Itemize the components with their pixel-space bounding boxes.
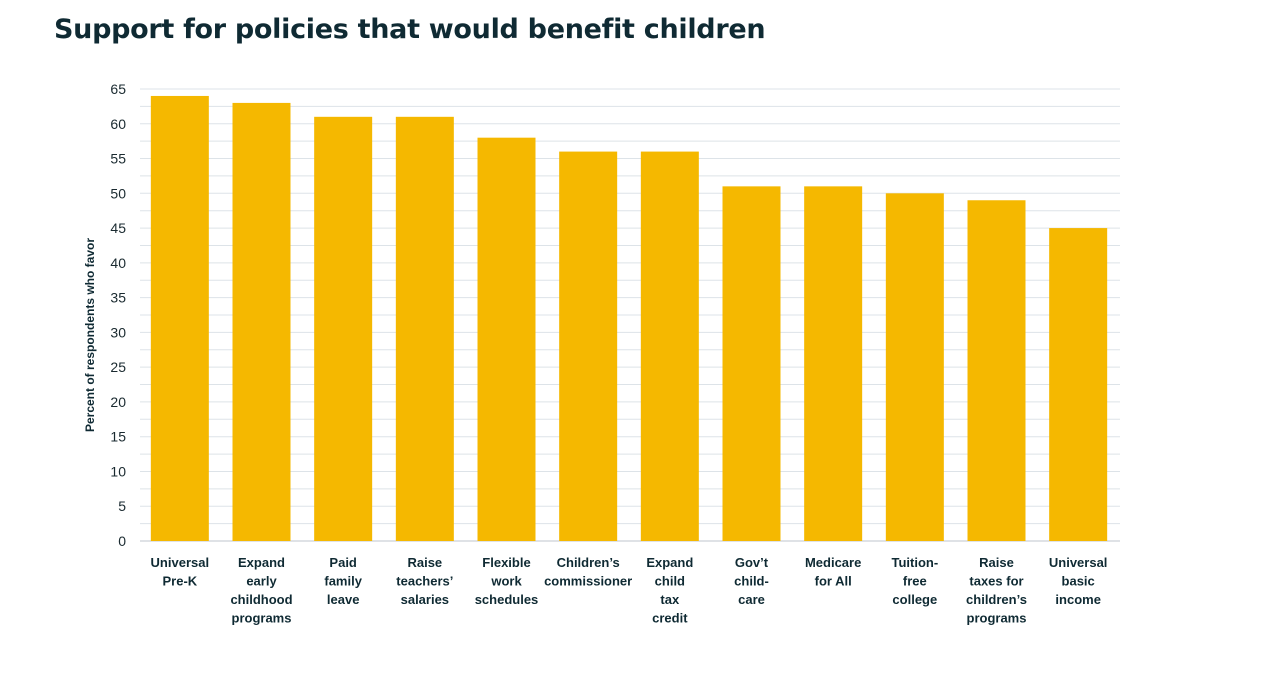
- x-tick-label-line: Universal: [151, 555, 210, 570]
- x-tick-label: Tuition-free college: [891, 555, 938, 607]
- x-tick-label-line: Pre-K: [162, 574, 197, 589]
- bar: [722, 186, 781, 541]
- bar: [640, 151, 699, 542]
- x-tick-label-line: credit: [652, 611, 688, 626]
- x-tick-label: Expand child tax credit: [646, 555, 693, 626]
- x-tick-label-line: schedules: [475, 592, 539, 607]
- y-tick-label: 55: [110, 151, 126, 167]
- y-tick-label: 35: [110, 290, 126, 306]
- x-tick-label-line: free: [903, 574, 927, 589]
- x-tick-label: Medicare for All: [805, 555, 861, 589]
- y-tick-label: 20: [110, 394, 126, 410]
- x-tick-label-line: child: [655, 574, 685, 589]
- x-tick-label-line: children’s: [966, 592, 1027, 607]
- x-tick-label-line: Gov’t: [735, 555, 769, 570]
- bar: [395, 116, 454, 542]
- x-tick-label-line: family: [324, 574, 362, 589]
- x-tick-label-line: child-: [734, 574, 769, 589]
- x-tick-label-line: early: [246, 574, 277, 589]
- x-tick-label-line: taxes for: [969, 574, 1023, 589]
- y-axis-ticks: 0 5 10 15 20 25 30 35 40 45 50 55 60 65: [110, 81, 126, 549]
- y-tick-label: 45: [110, 220, 126, 236]
- x-tick-label-line: Tuition-: [891, 555, 938, 570]
- x-tick-label-line: commissioner: [544, 574, 632, 589]
- x-tick-label-line: Universal: [1049, 555, 1108, 570]
- x-tick-label-line: Children’s: [557, 555, 620, 570]
- y-tick-label: 5: [118, 498, 126, 514]
- x-tick-label: Gov’t child-care: [734, 555, 769, 607]
- y-tick-label: 0: [118, 533, 126, 549]
- x-tick-label: Raise teachers’ salaries: [396, 555, 453, 607]
- y-tick-label: 50: [110, 185, 126, 201]
- x-tick-label-line: Expand: [646, 555, 693, 570]
- x-tick-label-line: programs: [967, 611, 1027, 626]
- x-tick-label: Expand early childhood programs: [230, 555, 292, 626]
- y-tick-label: 25: [110, 359, 126, 375]
- x-tick-label-line: Raise: [979, 555, 1014, 570]
- x-tick-label-line: Expand: [238, 555, 285, 570]
- chart-title: Support for policies that would benefit …: [54, 14, 766, 45]
- bar: [150, 95, 209, 541]
- x-tick-label: Universal Pre-K: [151, 555, 210, 589]
- x-tick-label-line: income: [1055, 592, 1101, 607]
- x-tick-label-line: Flexible: [482, 555, 530, 570]
- x-tick-label-line: college: [892, 592, 937, 607]
- y-tick-label: 40: [110, 255, 126, 271]
- x-tick-label-line: tax: [660, 592, 680, 607]
- bar: [559, 151, 618, 542]
- x-tick-label: Flexible work schedules: [475, 555, 539, 607]
- x-tick-label-line: teachers’: [396, 574, 453, 589]
- bar: [232, 102, 291, 542]
- x-tick-label: Paid family leave: [324, 555, 362, 607]
- y-tick-label: 30: [110, 324, 126, 340]
- gridlines: [140, 88, 1120, 542]
- bar: [885, 193, 944, 542]
- y-tick-label: 65: [110, 81, 126, 97]
- bar: [967, 200, 1026, 541]
- x-tick-label-line: programs: [232, 611, 292, 626]
- x-tick-label: Universal basic income: [1049, 555, 1108, 607]
- x-tick-label-line: Medicare: [805, 555, 861, 570]
- x-tick-label-line: for All: [815, 574, 852, 589]
- x-tick-label: Raise taxes for children’s programs: [966, 555, 1027, 626]
- x-tick-label-line: basic: [1062, 574, 1095, 589]
- x-tick-label-line: work: [490, 574, 522, 589]
- x-axis-labels: Universal Pre-K Expand early childhood progra…: [151, 555, 1108, 626]
- x-tick-label: Children’s commissioner: [544, 555, 632, 589]
- x-tick-label-line: leave: [327, 592, 360, 607]
- bar: [477, 137, 536, 541]
- bar: [314, 116, 373, 542]
- bars: [150, 95, 1108, 542]
- y-tick-label: 15: [110, 429, 126, 445]
- x-tick-label-line: childhood: [230, 592, 292, 607]
- bar: [804, 186, 863, 541]
- bar: [1049, 228, 1108, 542]
- y-tick-label: 60: [110, 116, 126, 132]
- x-tick-label-line: salaries: [401, 592, 449, 607]
- y-axis-title: Percent of respondents who favor: [83, 238, 97, 432]
- x-tick-label-line: care: [738, 592, 765, 607]
- y-tick-label: 10: [110, 463, 126, 479]
- x-tick-label-line: Paid: [329, 555, 357, 570]
- x-tick-label-line: Raise: [407, 555, 442, 570]
